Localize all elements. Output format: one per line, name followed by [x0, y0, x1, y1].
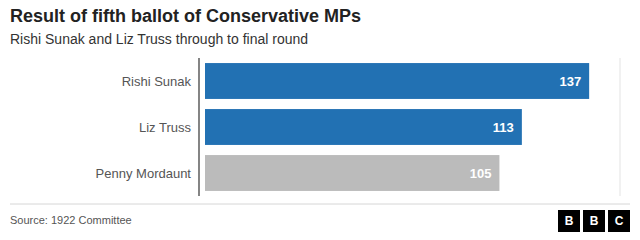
subtitle: Rishi Sunak and Liz Truss through to fin… [10, 31, 308, 47]
logo-box [558, 210, 580, 232]
logo-box [583, 210, 605, 232]
logo: BBC [558, 210, 630, 232]
logo-letter: B [565, 214, 574, 228]
bar [205, 155, 499, 191]
range-end [620, 58, 621, 196]
data-label: 113 [493, 120, 514, 135]
category-label: Rishi Sunak [122, 74, 192, 89]
bar [205, 63, 589, 99]
divider [198, 58, 199, 196]
title: Result of fifth ballot of Conservative M… [10, 6, 361, 26]
source: Source: 1922 Committee [10, 214, 132, 226]
logo-letter: B [590, 214, 599, 228]
chart: Result of fifth ballot of Conservative M… [0, 0, 640, 240]
data-label: 137 [559, 74, 581, 89]
separator [10, 204, 630, 205]
logo-letter: C [615, 214, 624, 228]
category-label: Liz Truss [139, 120, 192, 135]
labels: Rishi Sunak 137 Liz Truss 113 Penny Mordaunt… [96, 74, 582, 181]
bar [205, 109, 522, 145]
bars [205, 63, 589, 191]
category-label: Penny Mordaunt [96, 166, 192, 181]
logo-box [608, 210, 630, 232]
data-label: 105 [470, 166, 492, 181]
